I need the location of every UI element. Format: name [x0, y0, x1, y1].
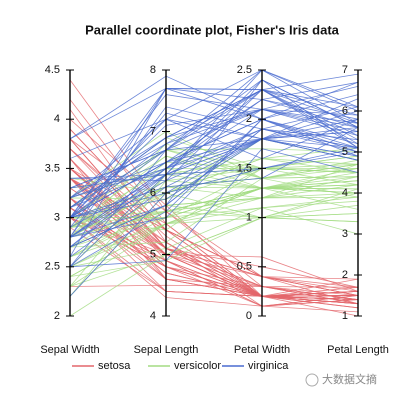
axes: 2 2.5 3 3.5 4 4.5 Sepal Width 4 5 6 7 8 Sepal Length… [40, 64, 389, 356]
legend-label: virginica [248, 360, 289, 372]
data-line [69, 168, 359, 292]
data-line [69, 118, 359, 238]
tick-label: 7 [150, 125, 156, 137]
data-line [69, 81, 359, 238]
data-line [69, 151, 359, 297]
tick-label: 4.5 [45, 64, 60, 76]
axis-title: Petal Width [234, 344, 290, 356]
data-line [69, 158, 359, 307]
legend-label: versicolor [174, 360, 221, 372]
data-line [69, 109, 359, 307]
data-line [69, 138, 359, 218]
data-line [69, 180, 359, 228]
tick-label: 4 [54, 113, 60, 125]
watermark: 大数据文摘 [322, 372, 377, 386]
tick-label: 3 [54, 212, 60, 224]
data-line [69, 192, 359, 258]
tick-label: 7 [342, 64, 348, 76]
watermark-icon [305, 373, 319, 387]
data-line [69, 138, 359, 218]
data-line [69, 211, 359, 258]
data-line [69, 204, 359, 277]
tick-label: 5 [150, 248, 156, 260]
tick-label: 6 [342, 105, 348, 117]
tick-label: 5 [342, 146, 348, 158]
tick-label: 0 [246, 310, 252, 322]
legend-label: setosa [98, 360, 131, 372]
data-line [69, 138, 359, 297]
data-line [69, 89, 359, 218]
data-line [69, 89, 359, 199]
data-line [69, 138, 359, 218]
data-line [69, 187, 359, 238]
data-line [69, 148, 359, 268]
data-line [69, 147, 359, 238]
data-line [69, 69, 359, 159]
data-line [69, 69, 359, 189]
data-line [69, 177, 359, 292]
axis-title: Sepal Width [40, 344, 99, 356]
data-line [69, 167, 359, 231]
axis-title: Sepal Length [134, 344, 199, 356]
data-line [69, 217, 359, 287]
lines [69, 69, 359, 317]
tick-label: 1 [342, 310, 348, 322]
axis-title: Petal Length [327, 344, 389, 356]
tick-label: 1 [246, 212, 252, 224]
data-line [69, 69, 359, 189]
data-line [69, 118, 359, 268]
tick-label: 4 [342, 187, 348, 199]
data-line [69, 284, 359, 305]
data-line [69, 106, 359, 238]
tick-label: 2 [342, 269, 348, 281]
tick-label: 0.5 [237, 261, 252, 273]
data-line [69, 118, 359, 218]
data-line [69, 108, 359, 218]
data-line [69, 196, 359, 268]
tick-label: 2 [246, 113, 252, 125]
data-line [69, 86, 359, 218]
data-line [69, 207, 359, 268]
data-line [69, 148, 359, 297]
data-line [69, 118, 359, 218]
chart-title: Parallel coordinate plot, Fisher's Iris … [85, 22, 340, 37]
data-line [69, 128, 359, 248]
data-line [69, 99, 359, 238]
tick-label: 1.5 [237, 162, 252, 174]
data-line [69, 89, 359, 182]
data-line [69, 143, 359, 238]
data-line [69, 174, 359, 287]
data-line [69, 75, 359, 140]
tick-label: 4 [150, 310, 156, 322]
data-line [69, 187, 359, 288]
data-line [69, 128, 359, 248]
data-line [69, 127, 359, 258]
tick-label: 2 [54, 310, 60, 322]
tick-label: 2.5 [237, 64, 252, 76]
tick-label: 8 [150, 64, 156, 76]
data-line [69, 158, 359, 194]
tick-label: 2.5 [45, 261, 60, 273]
data-line [69, 155, 359, 228]
data-line [69, 89, 359, 209]
data-line [69, 79, 359, 209]
tick-label: 3 [342, 228, 348, 240]
data-line [69, 163, 359, 238]
data-line [69, 187, 359, 268]
data-line [69, 176, 359, 258]
tick-label: 3.5 [45, 162, 60, 174]
data-line [69, 81, 359, 140]
data-line [69, 88, 359, 218]
data-line [69, 128, 359, 268]
data-line [69, 110, 359, 199]
legend: setosa versicolor virginica [72, 360, 289, 372]
data-line [69, 131, 359, 209]
tick-label: 6 [150, 187, 156, 199]
